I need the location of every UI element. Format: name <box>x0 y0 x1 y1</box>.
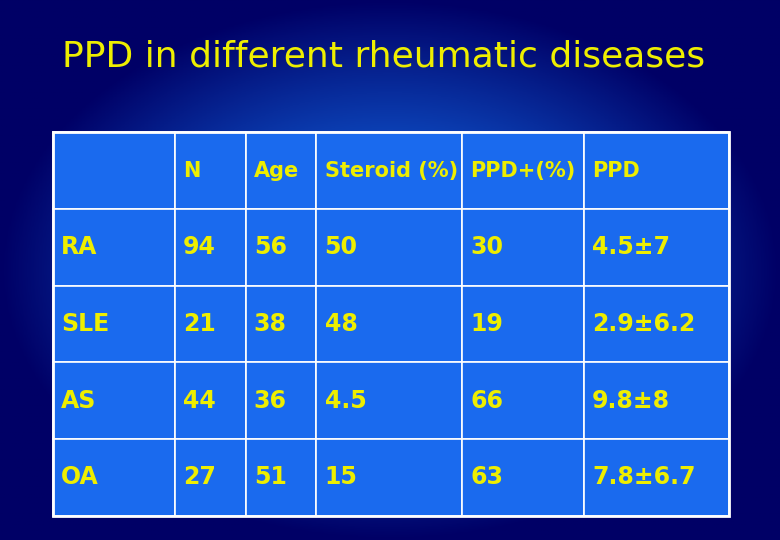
Bar <box>317 132 462 209</box>
Bar <box>462 439 583 516</box>
Bar <box>317 439 462 516</box>
Bar <box>462 209 583 286</box>
Text: 15: 15 <box>324 465 357 489</box>
Text: 50: 50 <box>324 235 357 259</box>
Text: OA: OA <box>61 465 99 489</box>
Text: 7.8±6.7: 7.8±6.7 <box>592 465 696 489</box>
Text: 56: 56 <box>254 235 287 259</box>
Bar <box>583 286 729 362</box>
Text: AS: AS <box>61 389 97 413</box>
Text: 66: 66 <box>470 389 503 413</box>
Text: 4.5: 4.5 <box>324 389 367 413</box>
Bar <box>462 362 583 439</box>
Bar <box>246 209 317 286</box>
Bar <box>462 132 583 209</box>
Text: N: N <box>183 160 200 181</box>
Text: 51: 51 <box>254 465 287 489</box>
Text: 21: 21 <box>183 312 216 336</box>
Text: 9.8±8: 9.8±8 <box>592 389 670 413</box>
Text: 44: 44 <box>183 389 216 413</box>
Bar <box>175 286 246 362</box>
Bar <box>246 362 317 439</box>
Text: 48: 48 <box>324 312 357 336</box>
Bar <box>583 132 729 209</box>
Bar <box>53 439 175 516</box>
Bar <box>462 286 583 362</box>
Text: 36: 36 <box>254 389 287 413</box>
Text: 4.5±7: 4.5±7 <box>592 235 670 259</box>
Bar <box>53 209 175 286</box>
Bar <box>246 286 317 362</box>
Bar <box>246 132 317 209</box>
Bar <box>53 286 175 362</box>
Text: 2.9±6.2: 2.9±6.2 <box>592 312 695 336</box>
Bar <box>246 439 317 516</box>
Text: PPD+(%): PPD+(%) <box>470 160 576 181</box>
Bar <box>53 362 175 439</box>
Bar <box>53 132 175 209</box>
Bar <box>175 362 246 439</box>
Bar <box>175 209 246 286</box>
Bar <box>317 209 462 286</box>
Bar <box>583 209 729 286</box>
Bar <box>53 132 729 516</box>
Text: 19: 19 <box>470 312 503 336</box>
Bar <box>175 439 246 516</box>
Bar <box>175 132 246 209</box>
Text: SLE: SLE <box>61 312 109 336</box>
Text: 30: 30 <box>470 235 503 259</box>
Text: 27: 27 <box>183 465 216 489</box>
Bar <box>317 286 462 362</box>
Text: 94: 94 <box>183 235 216 259</box>
Text: PPD: PPD <box>592 160 640 181</box>
Bar <box>583 439 729 516</box>
Bar <box>583 362 729 439</box>
Text: PPD in different rheumatic diseases: PPD in different rheumatic diseases <box>62 40 706 73</box>
Text: Steroid (%): Steroid (%) <box>324 160 458 181</box>
Text: 38: 38 <box>254 312 287 336</box>
Bar <box>317 362 462 439</box>
Text: Age: Age <box>254 160 299 181</box>
Text: RA: RA <box>61 235 98 259</box>
Text: 63: 63 <box>470 465 503 489</box>
